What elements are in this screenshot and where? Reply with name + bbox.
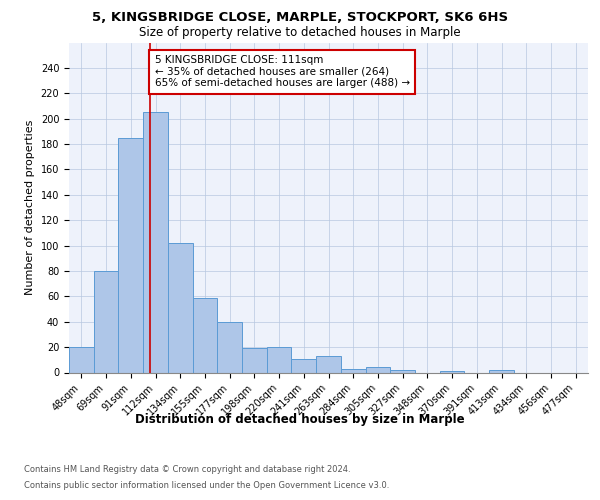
Bar: [341, 368, 365, 372]
Text: 5 KINGSBRIDGE CLOSE: 111sqm
← 35% of detached houses are smaller (264)
65% of se: 5 KINGSBRIDGE CLOSE: 111sqm ← 35% of det…: [155, 55, 410, 88]
Bar: [242, 348, 267, 372]
Bar: [316, 356, 341, 372]
Bar: [94, 271, 118, 372]
Bar: [489, 370, 514, 372]
Bar: [69, 347, 94, 372]
Text: Contains HM Land Registry data © Crown copyright and database right 2024.: Contains HM Land Registry data © Crown c…: [24, 465, 350, 474]
Text: Size of property relative to detached houses in Marple: Size of property relative to detached ho…: [139, 26, 461, 39]
Text: 5, KINGSBRIDGE CLOSE, MARPLE, STOCKPORT, SK6 6HS: 5, KINGSBRIDGE CLOSE, MARPLE, STOCKPORT,…: [92, 11, 508, 24]
Bar: [217, 322, 242, 372]
Text: Distribution of detached houses by size in Marple: Distribution of detached houses by size …: [135, 412, 465, 426]
Y-axis label: Number of detached properties: Number of detached properties: [25, 120, 35, 295]
Bar: [292, 358, 316, 372]
Bar: [193, 298, 217, 372]
Bar: [440, 371, 464, 372]
Bar: [143, 112, 168, 372]
Bar: [365, 368, 390, 372]
Bar: [168, 243, 193, 372]
Bar: [118, 138, 143, 372]
Bar: [267, 347, 292, 372]
Bar: [390, 370, 415, 372]
Text: Contains public sector information licensed under the Open Government Licence v3: Contains public sector information licen…: [24, 481, 389, 490]
